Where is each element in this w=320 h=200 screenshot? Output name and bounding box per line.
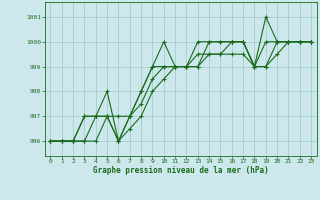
X-axis label: Graphe pression niveau de la mer (hPa): Graphe pression niveau de la mer (hPa) xyxy=(93,166,269,175)
